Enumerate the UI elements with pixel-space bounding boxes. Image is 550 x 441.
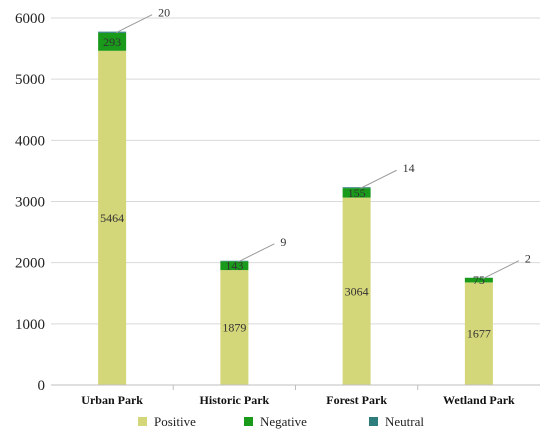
x-category-label: Forest Park (326, 393, 387, 407)
bar-positive-3 (464, 282, 493, 385)
y-tick-label: 0 (38, 378, 46, 394)
value-labels: 5464 293 20 1879 143 9 3064 155 14 1677 75 2 (100, 6, 531, 341)
callout-line (238, 243, 275, 263)
y-tick-label: 2000 (15, 256, 45, 272)
bar-positive-1 (220, 270, 249, 385)
value-label: 20 (158, 6, 170, 20)
y-tick-label: 1000 (15, 317, 45, 333)
value-label: 5464 (100, 211, 124, 225)
legend-swatch-positive (138, 417, 147, 426)
value-label: 1879 (222, 321, 246, 335)
bar-negative-3 (464, 277, 493, 283)
value-label: 155 (348, 186, 366, 200)
value-label: 14 (403, 161, 415, 175)
legend-swatch-negative (244, 417, 253, 426)
bar-negative-0 (98, 32, 127, 51)
value-label: 1677 (467, 327, 491, 341)
callout-line (482, 260, 520, 280)
bar-negative-1 (220, 261, 249, 271)
value-label: 143 (225, 259, 243, 273)
legend-label: Neutral (385, 414, 424, 429)
value-label: 9 (280, 235, 286, 249)
bars (98, 31, 493, 385)
legend-label: Negative (260, 414, 307, 429)
axes: 0 1000 2000 3000 4000 5000 6000 Urban Park Histo… (15, 11, 540, 407)
callout-line (115, 14, 153, 34)
y-tick-label: 4000 (15, 133, 45, 149)
x-category-label: Urban Park (81, 393, 143, 407)
legend-swatch-neutral (369, 417, 378, 426)
y-tick-label: 3000 (15, 195, 45, 211)
bar-positive-2 (342, 197, 371, 385)
bar-neutral-2 (342, 187, 371, 189)
x-category-label: Historic Park (200, 393, 270, 407)
y-tick-label: 5000 (15, 72, 45, 88)
bar-positive-0 (98, 50, 127, 385)
bar-neutral-1 (220, 260, 249, 262)
value-label: 2 (525, 252, 531, 266)
value-label: 75 (473, 273, 485, 287)
callout-line (360, 169, 397, 189)
gridlines (51, 17, 540, 325)
legend: Positive Negative Neutral (138, 414, 424, 429)
value-label: 3064 (345, 284, 369, 298)
y-tick-label: 6000 (15, 11, 45, 27)
bar-neutral-0 (98, 31, 127, 33)
bar-negative-2 (342, 188, 371, 198)
value-label: 293 (103, 35, 121, 49)
legend-label: Positive (154, 414, 196, 429)
x-category-label: Wetland Park (443, 393, 515, 407)
